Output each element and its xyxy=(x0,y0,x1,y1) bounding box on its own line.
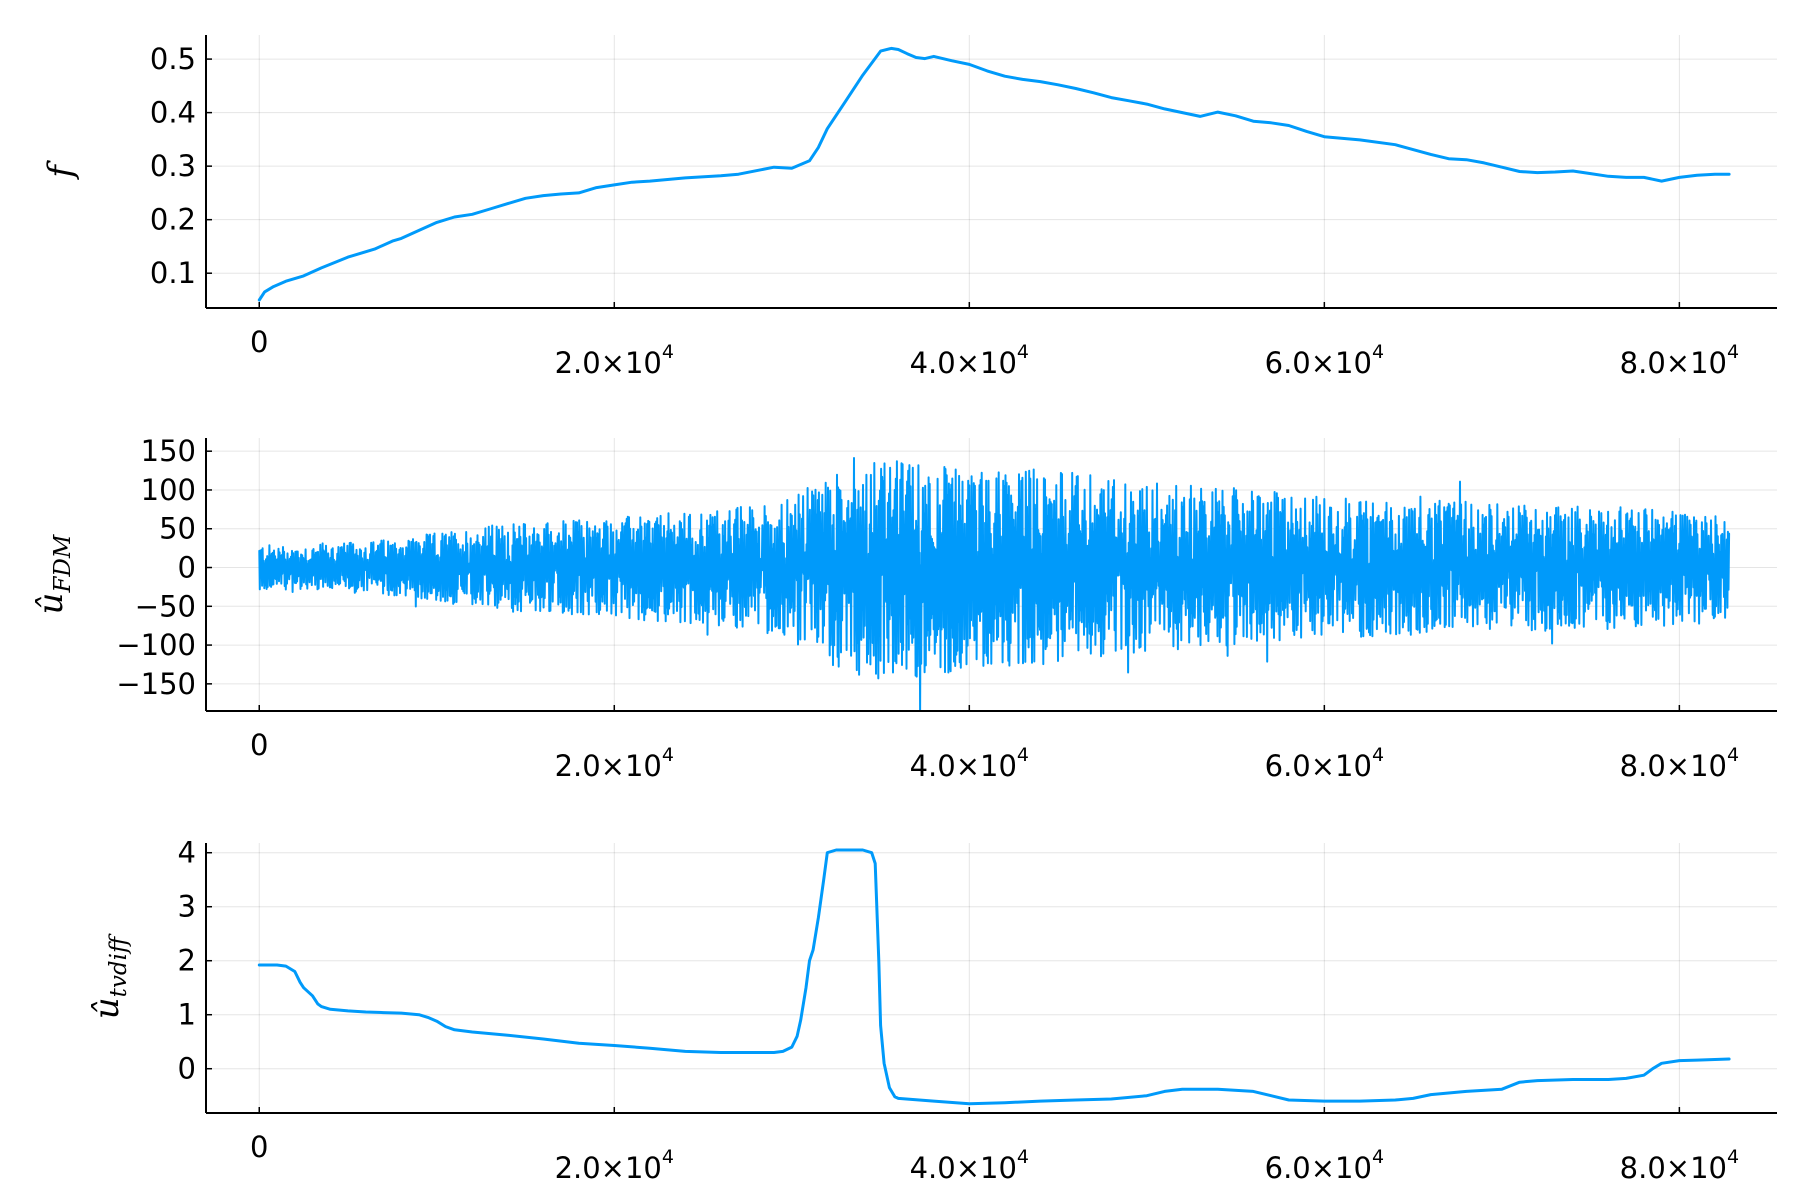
y-axis-label-subscript: FDM xyxy=(50,533,76,593)
y-tick-label: 4 xyxy=(178,836,196,870)
series-line xyxy=(257,848,1731,1106)
x-tick-mantissa: 0 xyxy=(250,325,268,359)
x-tick-mantissa: 4.0×10 xyxy=(910,346,1017,380)
x-tick-mantissa: 2.0×10 xyxy=(555,1151,662,1185)
y-tick-label: 0.2 xyxy=(150,203,196,237)
x-tick-label: 8.0×104 xyxy=(1620,1146,1739,1185)
panel-u-fdm: 02.0×104 4.0×104 6.0×104 8.0×104−150−100−50… xyxy=(31,434,1777,783)
x-tick-mantissa: 4.0×10 xyxy=(910,1151,1017,1185)
x-tick-exponent: 4 xyxy=(1727,744,1739,766)
y-tick-label: 0.5 xyxy=(150,42,196,76)
panel-f: 02.0×104 4.0×104 6.0×104 8.0×1040.10.20.30.… xyxy=(41,35,1777,380)
y-tick-label: −150 xyxy=(116,667,196,701)
y-tick-label: 1 xyxy=(178,998,196,1032)
y-axis-label: f xyxy=(41,160,81,181)
y-tick-label: 100 xyxy=(141,473,196,507)
y-axis-label: ûtvdiff xyxy=(87,933,132,1019)
y-tick-label: 150 xyxy=(141,434,196,468)
y-axis-label-subscript: tvdiff xyxy=(106,933,132,997)
y-tick-label: 0.3 xyxy=(150,149,196,183)
series-line xyxy=(257,46,1731,302)
x-tick-exponent: 4 xyxy=(662,341,674,363)
x-tick-label: 2.0×104 xyxy=(555,341,674,380)
x-tick-exponent: 4 xyxy=(1017,744,1029,766)
x-tick-mantissa: 4.0×10 xyxy=(910,749,1017,783)
x-tick-exponent: 4 xyxy=(1372,341,1384,363)
x-tick-mantissa: 6.0×10 xyxy=(1265,346,1372,380)
x-tick-exponent: 4 xyxy=(1727,1146,1739,1168)
x-tick-exponent: 4 xyxy=(662,744,674,766)
x-tick-label: 8.0×104 xyxy=(1620,341,1739,380)
series-line xyxy=(258,457,1731,711)
x-tick-label: 4.0×104 xyxy=(910,744,1029,783)
x-tick-label: 6.0×104 xyxy=(1265,341,1384,380)
y-axis-label-main: û xyxy=(87,997,127,1019)
x-tick-label: 0 xyxy=(250,325,268,359)
x-tick-exponent: 4 xyxy=(1727,341,1739,363)
y-axis-label-main: f xyxy=(41,160,81,181)
y-tick-label: 0.1 xyxy=(150,256,196,290)
x-tick-label: 6.0×104 xyxy=(1265,744,1384,783)
y-tick-label: 0 xyxy=(178,1052,196,1086)
x-tick-label: 2.0×104 xyxy=(555,744,674,783)
y-tick-label: 0 xyxy=(178,551,196,585)
x-tick-mantissa: 6.0×10 xyxy=(1265,749,1372,783)
y-tick-label: 0.4 xyxy=(150,96,196,130)
x-tick-label: 2.0×104 xyxy=(555,1146,674,1185)
y-tick-label: −50 xyxy=(135,589,196,623)
x-tick-label: 4.0×104 xyxy=(910,341,1029,380)
x-tick-label: 0 xyxy=(250,1130,268,1164)
x-tick-mantissa: 0 xyxy=(250,728,268,762)
x-tick-label: 6.0×104 xyxy=(1265,1146,1384,1185)
x-tick-mantissa: 2.0×10 xyxy=(555,749,662,783)
x-tick-mantissa: 2.0×10 xyxy=(555,346,662,380)
y-tick-label: 3 xyxy=(178,890,196,924)
y-tick-label: 50 xyxy=(159,512,196,546)
x-tick-label: 8.0×104 xyxy=(1620,744,1739,783)
x-tick-mantissa: 8.0×10 xyxy=(1620,346,1727,380)
panel-u-tvdiff: 02.0×104 4.0×104 6.0×104 8.0×10401234ûtvdif… xyxy=(87,836,1777,1185)
x-tick-exponent: 4 xyxy=(1017,1146,1029,1168)
x-tick-mantissa: 6.0×10 xyxy=(1265,1151,1372,1185)
x-tick-exponent: 4 xyxy=(1372,1146,1384,1168)
x-tick-label: 4.0×104 xyxy=(910,1146,1029,1185)
x-tick-mantissa: 8.0×10 xyxy=(1620,749,1727,783)
x-tick-label: 0 xyxy=(250,728,268,762)
y-axis-label-main: û xyxy=(31,593,71,615)
x-tick-mantissa: 0 xyxy=(250,1130,268,1164)
x-tick-exponent: 4 xyxy=(1372,744,1384,766)
y-axis-label: ûFDM xyxy=(31,533,76,614)
y-tick-label: −100 xyxy=(116,628,196,662)
x-tick-mantissa: 8.0×10 xyxy=(1620,1151,1727,1185)
y-tick-label: 2 xyxy=(178,944,196,978)
x-tick-exponent: 4 xyxy=(662,1146,674,1168)
x-tick-exponent: 4 xyxy=(1017,341,1029,363)
